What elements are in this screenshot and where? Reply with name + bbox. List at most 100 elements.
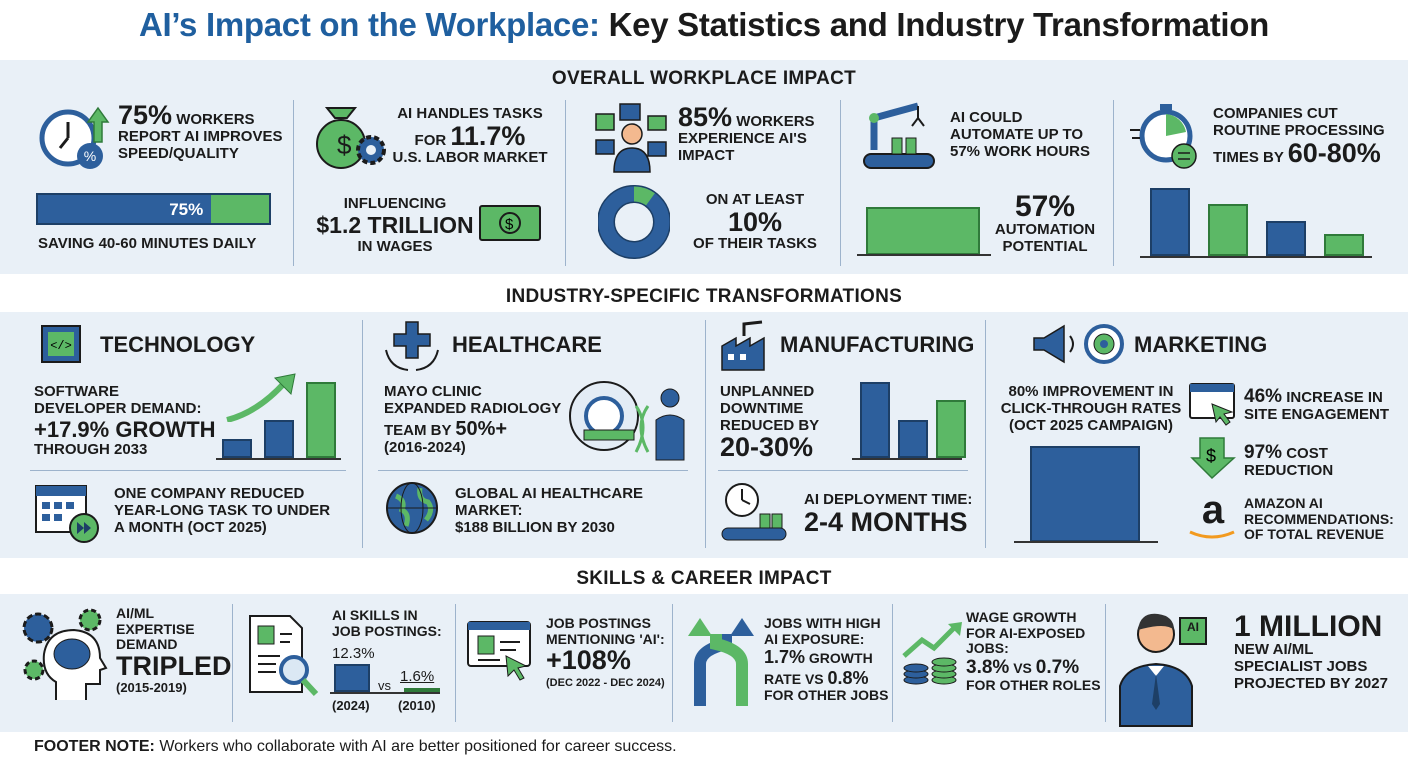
chart-bar [334,664,370,692]
progress-remainder [211,195,269,223]
engagement-percent: 46% [1244,386,1283,407]
technology-story: ONE COMPANY REDUCED [114,485,305,502]
labor-text: AI HANDLES TASKS [397,105,543,122]
chart-bar [1208,204,1248,256]
technology-text: SOFTWARE [34,383,119,400]
speed-text: REPORT AI IMPROVES [118,128,283,145]
aiml-text: EXPERTISE [116,620,195,637]
experience-text: EXPERIENCE AI'S [678,130,807,147]
deployment-time: 2-4 MONTHS [804,506,968,537]
healthcare-text: MAYO CLINIC [384,383,482,400]
processing-text: TIMES BY [1213,148,1284,166]
megaphone-target-icon [1030,322,1126,366]
healthcare-text: EXPANDED RADIOLOGY [384,399,562,417]
mentioning-text: MENTIONING 'AI': [546,630,665,647]
million-text: NEW AI/ML [1234,641,1314,658]
chart-bar [1150,188,1190,256]
axis-line [857,254,991,256]
worker-feedback-icon [594,102,670,174]
progress-fill: 75% [38,195,212,223]
postings-year-2024: (2024) [332,698,370,713]
chart-bar [860,382,890,458]
processing-bar-chart [1150,188,1370,256]
engagement-text: INCREASE IN [1286,389,1383,406]
divider [705,320,706,548]
ai-chip-label: AI [1187,620,1199,634]
robot-arm-conveyor-icon [862,100,938,172]
axis-line [1140,256,1372,258]
axis-line [852,458,962,460]
industry-technology-title: TECHNOLOGY [100,332,256,357]
wages-text: INFLUENCING [343,195,447,212]
exposure-text: AI EXPOSURE: [764,630,865,647]
exposure-text: JOBS WITH HIGH [764,615,881,631]
mentioning-dates: (DEC 2022 - DEC 2024) [546,677,665,690]
wage-text: FOR OTHER ROLES [966,677,1101,694]
brain-gears-icon [16,604,108,702]
chart-bar [936,400,966,458]
mri-scanner-dna-doctor-icon [566,376,688,462]
postings-value-2024: 12.3% [332,645,375,662]
divider [565,100,566,266]
automate-text: AUTOMATE UP TO [950,125,1084,143]
footer-note: FOOTER NOTE: Workers who collaborate wit… [34,738,677,756]
exposure-growth: 1.7% [764,647,806,668]
amazon-logo-icon: a [1188,490,1238,540]
saving-caption: SAVING 40-60 MINUTES DAILY [38,235,257,252]
growth-arrow-icon [225,372,297,422]
amazon-text: OF TOTAL REVENUE [1244,526,1385,543]
specialist-businessman-icon [1116,604,1208,728]
chip-code-icon: </> [34,322,88,366]
ctr-bar [1030,446,1140,542]
aiml-text: DEMAND [116,636,178,653]
divider [1113,100,1114,266]
amazon-text: RECOMMENDATIONS: [1244,510,1394,527]
postings-vs: vs [378,678,391,693]
healthcare-text: TEAM BY [384,421,452,439]
browser-profile-cursor-icon [466,620,536,686]
healthcare-market: MARKET: [455,501,523,519]
million-text: SPECIALIST JOBS [1234,657,1368,675]
divider [378,470,688,471]
industry-manufacturing-title: MANUFACTURING [780,332,975,357]
automate-text: 57% WORK HOURS [950,142,1091,160]
ctr-text: 80% IMPROVEMENT IN [1008,383,1174,400]
tasks-donut-chart [598,184,670,260]
coins-growth-icon [900,620,970,686]
clock-conveyor-icon [720,480,790,544]
divider [293,100,294,266]
industry-marketing-title: MARKETING [1134,332,1268,357]
svg-text:$: $ [337,130,352,160]
svg-text:</>: </> [50,339,72,353]
divider [672,604,673,722]
tasks-percent: 10% [727,206,783,237]
wage-text: FOR AI-EXPOSED [966,624,1086,641]
labor-percent: 11.7% [450,120,526,151]
page-title: AI’s Impact on the Workplace: Key Statis… [139,6,1269,43]
cost-text: REDUCTION [1244,462,1334,480]
radiology-growth: 50%+ [455,417,508,440]
axis-line [216,458,341,460]
aiml-text: AI/ML [116,605,155,621]
svg-text:$: $ [505,216,514,233]
footer-label: FOOTER NOTE: [34,738,155,755]
technology-story: YEAR-LONG TASK TO UNDER [114,501,331,519]
postings-bar-chart [334,664,440,692]
experience-text: WORKERS [736,113,815,130]
wage-other-growth: 0.7% [1035,657,1080,679]
divider [892,604,893,722]
cost-text: COST [1286,445,1328,462]
wages-text: IN WAGES [357,237,433,255]
resume-magnifier-icon [246,612,322,698]
amazon-text: AMAZON AI [1244,495,1323,511]
chart-bar [222,439,252,458]
cost-percent: 97% [1244,442,1283,463]
divider [232,604,233,722]
mentioning-text: JOB POSTINGS [546,615,652,631]
healthcare-market: GLOBAL AI HEALTHCARE [455,485,644,502]
manufacturing-bar-chart [860,382,966,458]
automation-bar-chart [860,205,986,255]
speed-text: WORKERS [176,111,255,128]
downtime-reduction: 20-30% [720,432,814,463]
speed-percent: 75% [118,100,173,130]
